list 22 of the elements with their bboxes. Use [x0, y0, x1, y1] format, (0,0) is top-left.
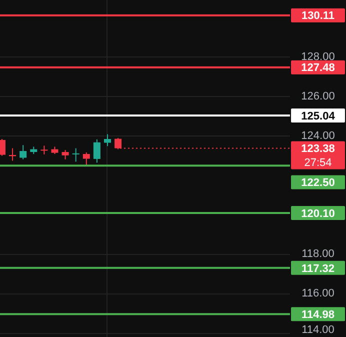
- ref-line-label: 130.11: [301, 10, 335, 22]
- candlestick: [93, 138, 100, 164]
- ref-line-label: 122.50: [301, 177, 335, 190]
- candlestick: [20, 144, 27, 160]
- candlestick: [82, 152, 90, 166]
- ref-line-label: 114.98: [301, 308, 335, 321]
- ref-line-label: 127.48: [301, 62, 335, 74]
- y-tick-label: 124.00: [301, 130, 335, 142]
- ref-line-label: 117.32: [301, 262, 335, 275]
- y-tick-label: 116.00: [302, 288, 334, 300]
- ref-line-label: 125.04: [301, 110, 336, 122]
- candlestick: [72, 148, 80, 162]
- candlestick: [104, 134, 111, 147]
- candlestick: [40, 145, 48, 155]
- y-tick-label: 126.00: [301, 90, 335, 102]
- text: 27:54: [304, 157, 332, 170]
- candlestick: [62, 150, 69, 160]
- y-tick-label: 118.00: [302, 248, 334, 260]
- y-tick-label: 114.00: [302, 324, 334, 336]
- ref-line-label: 123.38: [301, 143, 335, 156]
- ref-line-label: 120.10: [301, 208, 335, 220]
- y-tick-label: 128.00: [301, 50, 335, 63]
